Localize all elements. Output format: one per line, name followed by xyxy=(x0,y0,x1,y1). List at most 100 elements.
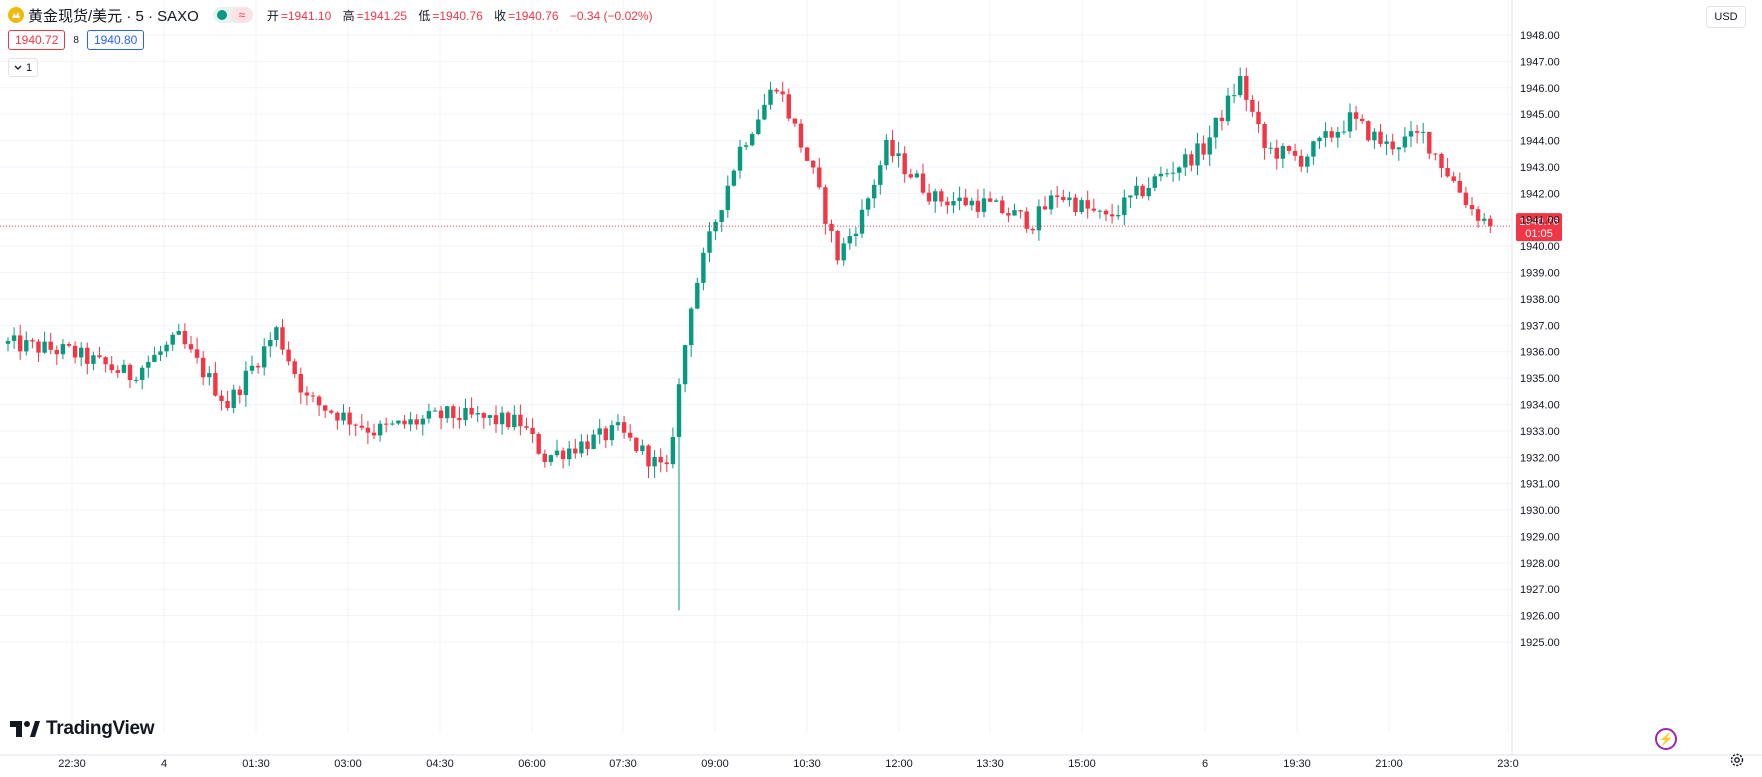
candle[interactable] xyxy=(1012,203,1017,216)
candle[interactable] xyxy=(792,118,798,127)
candle[interactable] xyxy=(1451,171,1456,183)
candle[interactable] xyxy=(560,447,566,469)
candle[interactable] xyxy=(1128,195,1133,209)
candle[interactable] xyxy=(323,405,328,418)
candle[interactable] xyxy=(72,341,78,364)
candle[interactable] xyxy=(469,397,474,419)
candle[interactable] xyxy=(60,339,66,360)
candle[interactable] xyxy=(1055,186,1060,208)
candle[interactable] xyxy=(481,412,486,429)
candle[interactable] xyxy=(933,188,938,213)
candle[interactable] xyxy=(994,198,999,202)
candle[interactable] xyxy=(359,413,364,431)
candle[interactable] xyxy=(1091,198,1096,213)
market-status-toggle[interactable]: ≈ xyxy=(212,7,253,23)
candle[interactable] xyxy=(158,346,163,361)
candle[interactable] xyxy=(524,417,529,431)
candle[interactable] xyxy=(676,378,682,611)
candle[interactable] xyxy=(115,365,120,378)
candle[interactable] xyxy=(1158,166,1164,182)
candle[interactable] xyxy=(859,199,865,238)
candle[interactable] xyxy=(1396,147,1401,161)
candle[interactable] xyxy=(231,384,236,414)
candle[interactable] xyxy=(255,362,261,374)
candle[interactable] xyxy=(926,183,932,206)
candle[interactable] xyxy=(18,324,23,360)
candle[interactable] xyxy=(640,439,645,455)
currency-selector[interactable]: USD xyxy=(1706,6,1746,28)
candle[interactable] xyxy=(329,409,334,415)
candle[interactable] xyxy=(42,331,47,354)
candle[interactable] xyxy=(670,427,676,469)
candle[interactable] xyxy=(1201,135,1206,161)
candle[interactable] xyxy=(402,415,407,429)
candle[interactable] xyxy=(54,345,59,366)
candle[interactable] xyxy=(1427,131,1432,160)
candle[interactable] xyxy=(30,337,35,349)
candle[interactable] xyxy=(609,420,615,446)
candle[interactable] xyxy=(841,237,846,266)
candle[interactable] xyxy=(969,197,974,211)
candle[interactable] xyxy=(1109,203,1115,224)
candle[interactable] xyxy=(1140,183,1145,199)
candle[interactable] xyxy=(774,88,779,94)
candle[interactable] xyxy=(1482,212,1487,225)
candle[interactable] xyxy=(66,342,72,348)
candle[interactable] xyxy=(707,221,712,263)
candle[interactable] xyxy=(140,365,145,390)
candle[interactable] xyxy=(1030,227,1035,235)
candle[interactable] xyxy=(384,417,389,433)
candle[interactable] xyxy=(1036,199,1042,241)
candle[interactable] xyxy=(170,332,175,351)
candle[interactable] xyxy=(713,219,718,240)
candle[interactable] xyxy=(743,141,749,150)
candle[interactable] xyxy=(1299,149,1304,172)
candle[interactable] xyxy=(506,411,511,430)
candle[interactable] xyxy=(1329,127,1334,143)
candle[interactable] xyxy=(146,355,151,378)
candle[interactable] xyxy=(987,191,993,203)
candle[interactable] xyxy=(24,331,29,356)
candle[interactable] xyxy=(664,454,669,473)
candle[interactable] xyxy=(1189,150,1194,172)
candle[interactable] xyxy=(1006,207,1011,223)
candle[interactable] xyxy=(1238,67,1243,98)
candle[interactable] xyxy=(1457,172,1462,193)
candle[interactable] xyxy=(1183,148,1188,176)
candle[interactable] xyxy=(786,88,791,122)
candle[interactable] xyxy=(207,366,212,386)
candle[interactable] xyxy=(1280,143,1286,168)
candle[interactable] xyxy=(750,131,755,147)
candle[interactable] xyxy=(243,361,249,407)
candle[interactable] xyxy=(1256,101,1261,133)
candle[interactable] xyxy=(823,184,828,235)
candle[interactable] xyxy=(438,405,444,430)
candle[interactable] xyxy=(219,390,224,411)
candle[interactable] xyxy=(280,319,285,355)
candle[interactable] xyxy=(689,306,694,357)
candle[interactable] xyxy=(1000,195,1005,215)
candle[interactable] xyxy=(914,170,920,179)
candle[interactable] xyxy=(1262,122,1267,160)
candle[interactable] xyxy=(621,415,627,439)
candle[interactable] xyxy=(164,341,169,358)
candle[interactable] xyxy=(725,175,730,218)
candle[interactable] xyxy=(48,332,53,355)
candle[interactable] xyxy=(896,141,901,168)
candle[interactable] xyxy=(11,327,17,349)
candle[interactable] xyxy=(36,339,41,363)
candle[interactable] xyxy=(1372,128,1377,149)
candle[interactable] xyxy=(567,440,572,466)
candle[interactable] xyxy=(1360,114,1365,124)
candle[interactable] xyxy=(1164,168,1170,178)
candle[interactable] xyxy=(1244,67,1249,112)
candle[interactable] xyxy=(1048,190,1054,215)
candle[interactable] xyxy=(1061,189,1066,203)
candle[interactable] xyxy=(365,420,371,445)
candle[interactable] xyxy=(658,448,663,473)
candle[interactable] xyxy=(518,404,523,436)
candle[interactable] xyxy=(1219,109,1225,131)
candle[interactable] xyxy=(865,196,871,217)
candle[interactable] xyxy=(103,356,108,373)
candle[interactable] xyxy=(615,414,621,431)
